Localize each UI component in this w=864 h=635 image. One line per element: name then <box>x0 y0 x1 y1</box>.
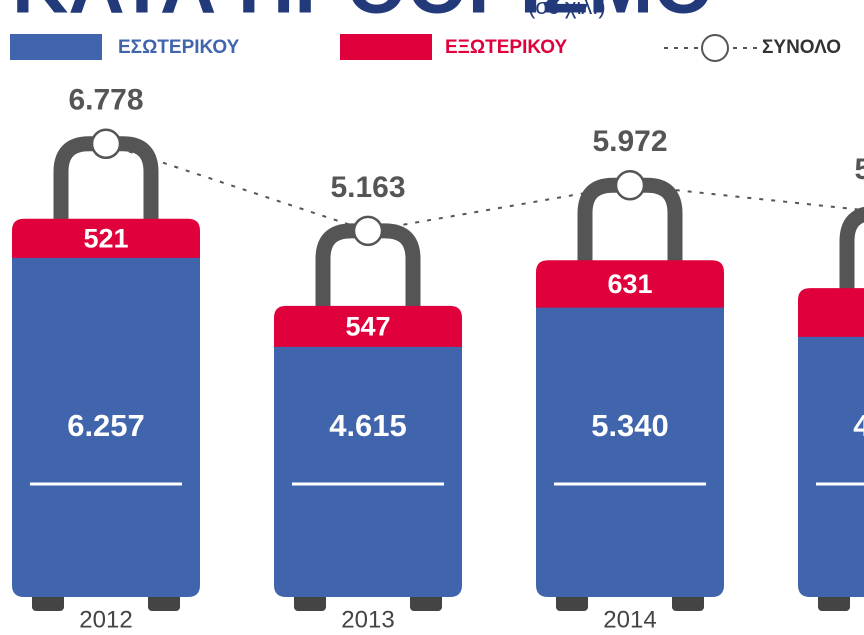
data-label: 547 <box>345 311 390 341</box>
bar-segment <box>536 260 724 310</box>
data-label: 5.340 <box>591 408 669 443</box>
x-tick-label: 2014 <box>603 606 656 633</box>
legend-label: ΣΥΝΟΛΟ <box>762 37 841 58</box>
legend-marker <box>701 34 729 62</box>
data-label: 6.257 <box>67 408 145 443</box>
bar-segment <box>798 288 864 339</box>
bar-segment <box>12 218 200 260</box>
total-line <box>105 142 864 232</box>
bar-segment <box>798 336 864 597</box>
data-label: 4.800 <box>853 408 864 443</box>
legend-label: ΕΞΩΤΕΡΙΚΟΥ <box>445 37 567 58</box>
chart-title: ΚΑΤΑ ΠΡΟΟΡΙΣΜΟ <box>12 0 714 30</box>
legend-swatch <box>340 34 432 60</box>
x-tick-label: 2013 <box>341 606 394 633</box>
data-label: 5.450 <box>854 153 864 186</box>
data-label: 5.972 <box>592 125 667 158</box>
chart-subtitle: (σε χιλ.) <box>528 0 606 19</box>
x-tick-label: 2012 <box>79 606 132 633</box>
data-label: 6.778 <box>68 84 143 117</box>
legend-swatch <box>10 34 102 60</box>
total-marker <box>90 128 122 160</box>
total-marker <box>614 169 646 201</box>
bar-segment <box>274 305 462 349</box>
handle <box>839 206 864 293</box>
bar-segment <box>12 257 200 597</box>
legend-label: ΕΣΩΤΕΡΙΚΟΥ <box>118 37 240 58</box>
data-label: 5.163 <box>330 171 405 204</box>
bar-segment <box>274 346 462 597</box>
total-marker <box>352 215 384 247</box>
data-label: 521 <box>83 223 128 253</box>
data-label: 631 <box>607 269 652 299</box>
bar-segment <box>536 307 724 597</box>
data-label: 4.615 <box>329 408 407 443</box>
